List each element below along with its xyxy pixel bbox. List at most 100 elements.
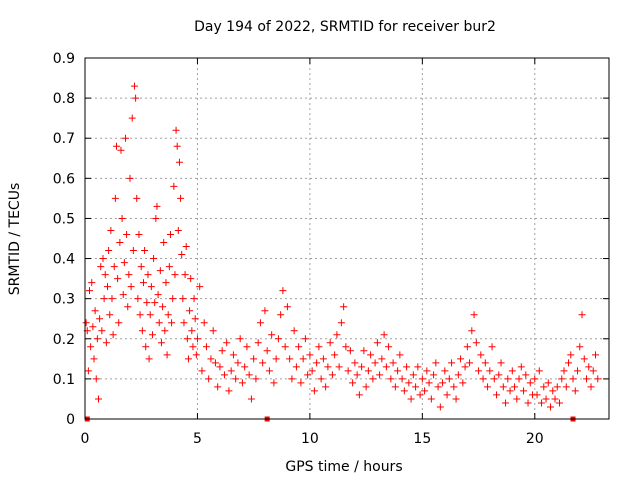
data-point bbox=[205, 375, 213, 383]
data-point bbox=[380, 331, 388, 339]
data-point bbox=[223, 339, 231, 347]
data-point bbox=[98, 327, 106, 335]
data-point bbox=[172, 126, 180, 134]
data-point bbox=[430, 371, 438, 379]
data-point bbox=[560, 367, 568, 375]
data-point bbox=[182, 243, 190, 251]
data-point bbox=[178, 251, 186, 259]
data-point bbox=[580, 355, 588, 363]
data-point bbox=[161, 327, 169, 335]
data-point bbox=[261, 307, 269, 315]
data-point bbox=[89, 323, 97, 331]
data-point bbox=[160, 239, 168, 247]
data-point bbox=[143, 299, 151, 307]
data-point bbox=[84, 367, 92, 375]
data-point bbox=[301, 335, 309, 343]
data-point bbox=[128, 114, 136, 122]
data-point bbox=[310, 387, 318, 395]
data-point bbox=[358, 363, 366, 371]
data-point bbox=[497, 359, 505, 367]
data-point bbox=[166, 230, 174, 238]
data-point bbox=[137, 263, 145, 271]
data-point bbox=[171, 271, 179, 279]
data-point bbox=[369, 375, 377, 383]
data-point bbox=[281, 343, 289, 351]
y-tick-label: 0.4 bbox=[53, 252, 75, 268]
data-point bbox=[168, 319, 176, 327]
data-point bbox=[92, 375, 100, 383]
data-point bbox=[124, 303, 132, 311]
data-point bbox=[139, 279, 147, 287]
data-point bbox=[470, 311, 478, 319]
data-point bbox=[214, 383, 222, 391]
y-axis-ticks: 0 0.1 0.2 0.3 0.4 0.5 0.6 0.7 0.8 0.9 bbox=[53, 51, 609, 428]
data-point bbox=[313, 359, 321, 367]
data-point bbox=[207, 355, 215, 363]
data-point bbox=[337, 319, 345, 327]
data-point bbox=[183, 335, 191, 343]
data-point bbox=[129, 247, 137, 255]
data-point bbox=[109, 331, 117, 339]
data-point bbox=[150, 255, 158, 263]
data-point bbox=[515, 375, 523, 383]
data-point bbox=[144, 271, 152, 279]
data-point bbox=[389, 359, 397, 367]
data-point bbox=[181, 271, 189, 279]
y-tick-label: 0 bbox=[66, 412, 75, 428]
data-point bbox=[432, 359, 440, 367]
plot-frame bbox=[84, 57, 610, 420]
data-point bbox=[265, 367, 273, 375]
data-point bbox=[115, 319, 123, 327]
data-point bbox=[549, 387, 557, 395]
data-point bbox=[477, 351, 485, 359]
data-point bbox=[427, 395, 435, 403]
data-point bbox=[252, 375, 260, 383]
data-point bbox=[499, 383, 507, 391]
data-point bbox=[243, 343, 251, 351]
data-point bbox=[180, 319, 188, 327]
data-point bbox=[101, 271, 109, 279]
data-point bbox=[495, 371, 503, 379]
data-point bbox=[486, 367, 494, 375]
data-point bbox=[551, 395, 559, 403]
data-point bbox=[106, 311, 114, 319]
data-point bbox=[259, 359, 267, 367]
data-point bbox=[567, 351, 575, 359]
data-point bbox=[270, 379, 278, 387]
data-point bbox=[558, 375, 566, 383]
data-point bbox=[155, 319, 163, 327]
data-point bbox=[120, 259, 128, 267]
data-point bbox=[416, 391, 424, 399]
data-point bbox=[304, 371, 312, 379]
data-point bbox=[175, 158, 183, 166]
data-point bbox=[448, 359, 456, 367]
data-point bbox=[403, 363, 411, 371]
data-point bbox=[97, 263, 105, 271]
data-point bbox=[112, 142, 120, 150]
data-point bbox=[190, 295, 198, 303]
y-tick-label: 0.6 bbox=[53, 171, 75, 187]
data-point bbox=[241, 363, 249, 371]
data-point bbox=[574, 367, 582, 375]
data-point bbox=[116, 239, 124, 247]
data-point bbox=[340, 303, 348, 311]
data-point bbox=[151, 299, 159, 307]
data-point bbox=[490, 375, 498, 383]
data-point bbox=[211, 359, 219, 367]
data-point bbox=[398, 375, 406, 383]
data-point bbox=[362, 383, 370, 391]
data-point bbox=[434, 383, 442, 391]
data-point bbox=[99, 255, 107, 263]
data-point bbox=[198, 367, 206, 375]
data-point bbox=[295, 343, 303, 351]
data-point bbox=[484, 383, 492, 391]
data-point bbox=[585, 363, 593, 371]
data-point bbox=[118, 214, 126, 222]
x-tick-label: 5 bbox=[193, 431, 202, 447]
data-point bbox=[385, 343, 393, 351]
data-point bbox=[154, 291, 162, 299]
data-point bbox=[146, 311, 154, 319]
data-point bbox=[274, 335, 282, 343]
data-point bbox=[127, 283, 135, 291]
data-point bbox=[355, 391, 363, 399]
